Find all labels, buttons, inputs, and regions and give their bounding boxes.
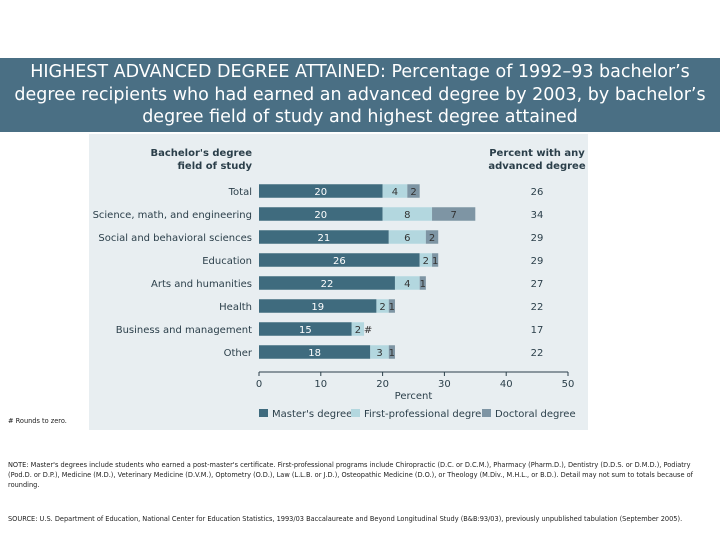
category-label: Other	[224, 348, 253, 359]
total-value: 17	[531, 325, 544, 336]
bar-segment-doctoral-degree	[432, 253, 439, 267]
bar-segment-doctoral-degree	[432, 207, 476, 221]
total-value: 29	[531, 233, 544, 244]
bar-segment-master-s-degree	[259, 322, 352, 336]
title-banner: HIGHEST ADVANCED DEGREE ATTAINED: Percen…	[0, 58, 720, 132]
bar-segment-master-s-degree	[259, 345, 371, 359]
data-label: 7	[450, 210, 456, 221]
data-label: 21	[318, 233, 331, 244]
bar-segment-first-professional-degree	[394, 276, 420, 290]
category-label: Total	[228, 187, 252, 198]
footnote-rounds: # Rounds to zero.	[8, 417, 67, 425]
data-label: 19	[311, 302, 324, 313]
data-label: 4	[404, 279, 410, 290]
bar-segment-doctoral-degree	[407, 184, 420, 198]
category-label: Science, math, and engineering	[93, 210, 252, 221]
category-label: Health	[219, 302, 252, 313]
category-label: Education	[202, 256, 252, 267]
note-text: NOTE: Master's degrees include students …	[8, 461, 693, 489]
bar-segment-master-s-degree	[259, 230, 389, 244]
data-label: 15	[299, 325, 312, 336]
legend-label: Master's degree	[272, 409, 352, 420]
data-label: 2	[355, 325, 361, 336]
bar-segment-master-s-degree	[259, 253, 420, 267]
data-label: 6	[404, 233, 410, 244]
data-label: 8	[404, 210, 410, 221]
data-label: 4	[392, 187, 398, 198]
data-label: 18	[308, 348, 321, 359]
right-header-line: advanced degree	[488, 161, 585, 172]
legend-swatch	[259, 409, 268, 417]
x-tick-label: 20	[376, 379, 389, 390]
category-label: Social and behavioral sciences	[98, 233, 252, 244]
legend-swatch	[482, 409, 491, 417]
total-value: 22	[531, 302, 544, 313]
bar-segment-first-professional-degree	[388, 230, 426, 244]
x-tick-label: 10	[314, 379, 327, 390]
bar-segment-doctoral-degree	[388, 299, 395, 313]
data-label: #	[364, 325, 372, 336]
bar-segment-first-professional-degree	[419, 253, 433, 267]
legend-label: Doctoral degree	[495, 409, 576, 420]
legend-swatch	[351, 409, 360, 417]
left-header-line: field of study	[178, 161, 253, 172]
x-tick-label: 30	[438, 379, 451, 390]
total-value: 22	[531, 348, 544, 359]
chart-panel: Bachelor's degree field of study Percent w…	[89, 134, 588, 430]
bar-segment-doctoral-degree	[388, 345, 395, 359]
data-label: 1	[420, 279, 426, 290]
category-label: Arts and humanities	[151, 279, 252, 290]
bar-segment-first-professional-degree	[370, 345, 389, 359]
left-header-line: Bachelor's degree	[150, 148, 252, 159]
bar-segment-master-s-degree	[259, 207, 383, 221]
bar-segment-first-professional-degree	[382, 207, 433, 221]
data-label: 20	[314, 210, 327, 221]
data-label: 2	[429, 233, 435, 244]
legend-label: First-professional degree	[364, 409, 487, 420]
x-tick-label: 40	[500, 379, 513, 390]
bar-segment-doctoral-degree	[419, 276, 426, 290]
bar-segment-first-professional-degree	[382, 184, 408, 198]
x-axis-label: Percent	[395, 391, 433, 402]
total-value: 27	[531, 279, 544, 290]
x-tick-label: 0	[256, 379, 262, 390]
data-label: 3	[376, 348, 382, 359]
total-value: 29	[531, 256, 544, 267]
data-label: 1	[432, 256, 438, 267]
data-label: 2	[379, 302, 385, 313]
bar-segment-master-s-degree	[259, 299, 377, 313]
total-value: 26	[531, 187, 544, 198]
data-label: 26	[333, 256, 346, 267]
data-label: 22	[321, 279, 334, 290]
bar-segment-master-s-degree	[259, 184, 383, 198]
data-label: 1	[389, 348, 395, 359]
data-label: 20	[314, 187, 327, 198]
bar-segment-doctoral-degree	[425, 230, 439, 244]
data-label: 2	[423, 256, 429, 267]
category-label: Business and management	[116, 325, 252, 336]
x-tick-label: 50	[562, 379, 575, 390]
bar-segment-first-professional-degree	[376, 299, 389, 313]
source-text: SOURCE: U.S. Department of Education, Na…	[8, 515, 683, 523]
bar-segment-first-professional-degree	[351, 322, 365, 336]
total-value: 34	[531, 210, 544, 221]
right-header-line: Percent with any	[489, 148, 585, 159]
data-label: 1	[389, 302, 395, 313]
bar-segment-master-s-degree	[259, 276, 395, 290]
stacked-bar-chart: Bachelor's degree field of study Percent w…	[93, 148, 586, 420]
data-label: 2	[410, 187, 416, 198]
chart-title: HIGHEST ADVANCED DEGREE ATTAINED: Percen…	[14, 62, 706, 128]
